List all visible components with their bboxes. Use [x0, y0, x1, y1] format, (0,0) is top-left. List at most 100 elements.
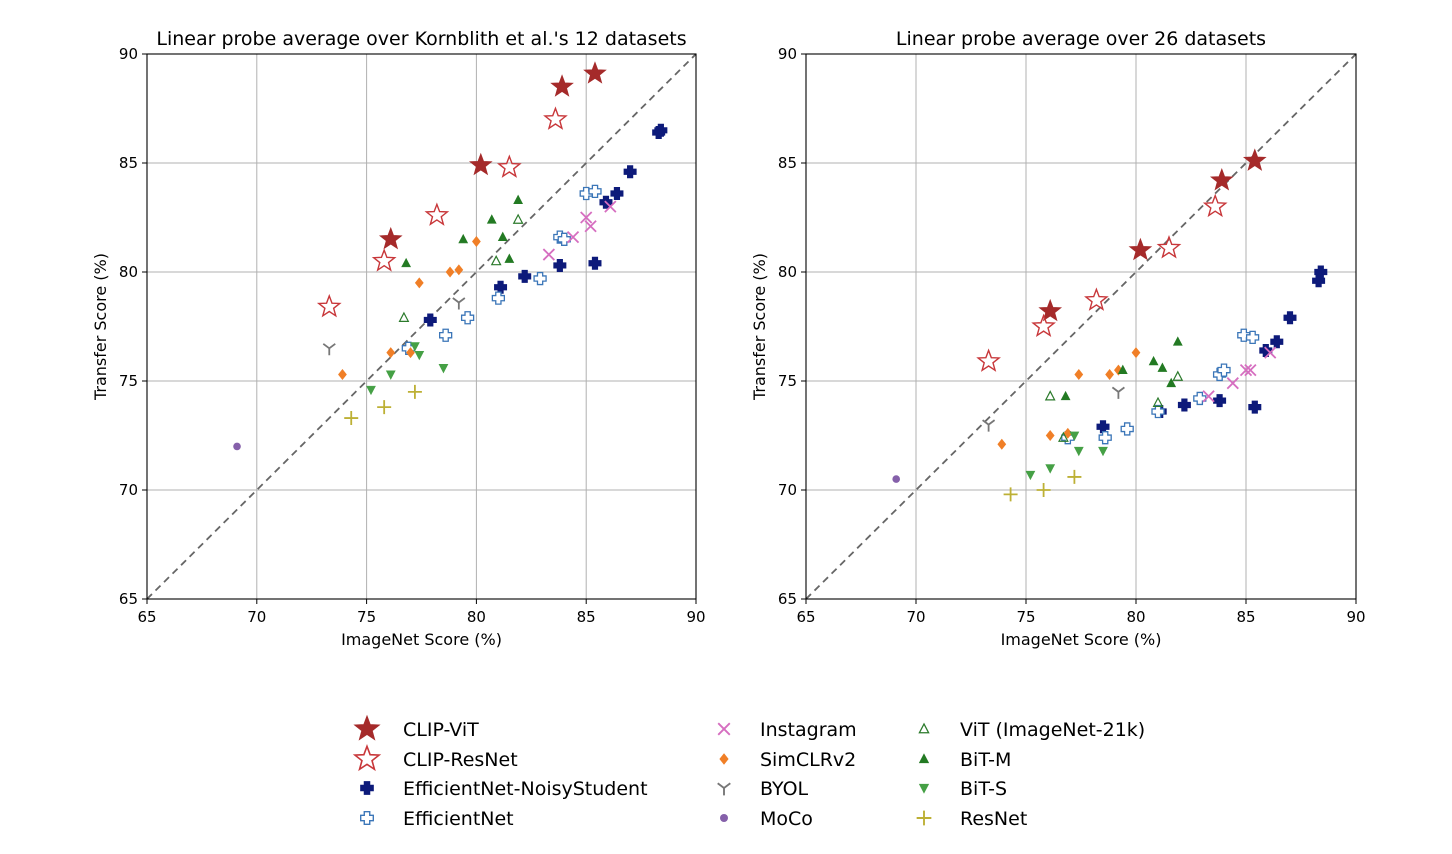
legend-marker — [918, 753, 930, 764]
data-point — [583, 61, 607, 84]
data-point — [1152, 396, 1164, 407]
data-point — [1045, 430, 1055, 441]
legend-marker — [918, 722, 930, 734]
data-point — [604, 200, 617, 213]
data-point — [1156, 235, 1182, 259]
data-point — [452, 297, 466, 310]
y-tick-label: 65 — [778, 590, 797, 608]
data-point — [512, 213, 524, 224]
data-point — [1239, 363, 1253, 377]
chart-right: 65 70 75 80 85 90 65 70 75 80 85 90 Linear probe ave… — [750, 28, 1366, 649]
legend-label: BYOL — [760, 778, 809, 800]
legend-label: SimCLRv2 — [760, 749, 856, 771]
data-point — [1044, 390, 1056, 401]
x-tick-label: 90 — [1346, 608, 1365, 626]
series-instagram — [542, 200, 617, 261]
series-clip-resnet — [976, 193, 1228, 372]
data-point — [316, 293, 342, 318]
y-tick-label: 65 — [119, 590, 138, 608]
data-point — [1131, 347, 1141, 359]
data-point — [490, 255, 502, 266]
series-simclrv2 — [338, 235, 481, 380]
data-point — [1045, 464, 1056, 474]
data-point — [233, 442, 241, 451]
data-point — [445, 266, 455, 278]
legend-item-instagram: Instagram — [717, 719, 857, 741]
series-moco — [892, 475, 900, 483]
data-point — [1069, 431, 1080, 441]
data-point — [1244, 363, 1257, 377]
legend-marker — [719, 753, 729, 765]
data-point — [439, 328, 453, 342]
data-point — [398, 311, 410, 322]
y-tick-label: 70 — [778, 481, 797, 499]
data-point — [1237, 328, 1251, 342]
data-point — [344, 411, 359, 426]
legend-label: EfficientNet — [403, 808, 514, 830]
data-point — [1036, 483, 1051, 497]
data-point — [566, 230, 580, 244]
data-point — [472, 235, 481, 247]
data-point — [494, 280, 508, 294]
data-point — [623, 165, 637, 179]
series-efficientnet — [1061, 328, 1260, 445]
data-point — [1202, 390, 1215, 403]
data-point — [1111, 386, 1125, 399]
data-point — [1105, 368, 1114, 380]
legend-label: CLIP-ViT — [403, 719, 479, 741]
data-point — [1314, 265, 1328, 279]
data-point — [1157, 362, 1168, 372]
data-point — [1217, 363, 1231, 377]
data-point — [584, 220, 597, 233]
data-point — [1098, 431, 1112, 445]
legend-marker — [918, 783, 930, 794]
data-point — [1283, 311, 1297, 325]
plot-frame — [805, 53, 1357, 600]
chart-title: Linear probe average over 26 datasets — [896, 28, 1266, 50]
x-tick-label: 80 — [1126, 608, 1145, 626]
data-point — [460, 311, 475, 325]
data-point — [401, 257, 412, 268]
data-point — [1031, 313, 1056, 338]
legend-label: ViT (ImageNet-21k) — [960, 719, 1145, 741]
series-bit-s — [366, 342, 449, 396]
data-point — [1003, 487, 1018, 502]
data-point — [1084, 287, 1109, 311]
x-tick-label: 75 — [1016, 608, 1035, 626]
y-tick-label: 85 — [778, 154, 797, 172]
legend-marker — [353, 714, 381, 741]
legend-marker — [720, 814, 728, 822]
data-point — [1259, 343, 1273, 357]
legend-item-clip-resnet: CLIP-ResNet — [352, 744, 518, 772]
data-point — [1096, 420, 1110, 434]
data-point — [543, 106, 568, 130]
data-point — [424, 202, 450, 226]
data-point — [438, 364, 449, 374]
data-point — [518, 269, 532, 283]
diagonal-line — [146, 53, 697, 600]
y-axis-label: Transfer Score (%) — [91, 253, 110, 401]
data-point — [1226, 377, 1239, 390]
data-point — [491, 291, 506, 305]
data-point — [1193, 391, 1207, 406]
x-tick-label: 65 — [796, 608, 815, 626]
data-point — [322, 343, 336, 356]
plot-frame — [146, 53, 697, 600]
data-point — [406, 347, 415, 359]
data-point — [654, 123, 668, 137]
data-point — [486, 214, 497, 224]
data-point — [371, 248, 397, 272]
x-tick-label: 65 — [137, 608, 156, 626]
y-tick-label: 70 — [119, 481, 138, 499]
data-point — [414, 350, 425, 361]
x-axis-label: ImageNet Score (%) — [1001, 630, 1162, 649]
legend-label: MoCo — [760, 808, 813, 830]
data-point — [557, 232, 571, 246]
series-clip-resnet — [316, 106, 568, 318]
data-point — [1128, 237, 1153, 261]
data-point — [366, 385, 376, 396]
legend-marker — [360, 811, 374, 825]
chart-title: Linear probe average over Kornblith et a… — [156, 28, 686, 50]
x-axis-label: ImageNet Score (%) — [341, 630, 502, 649]
data-point — [1202, 193, 1228, 218]
